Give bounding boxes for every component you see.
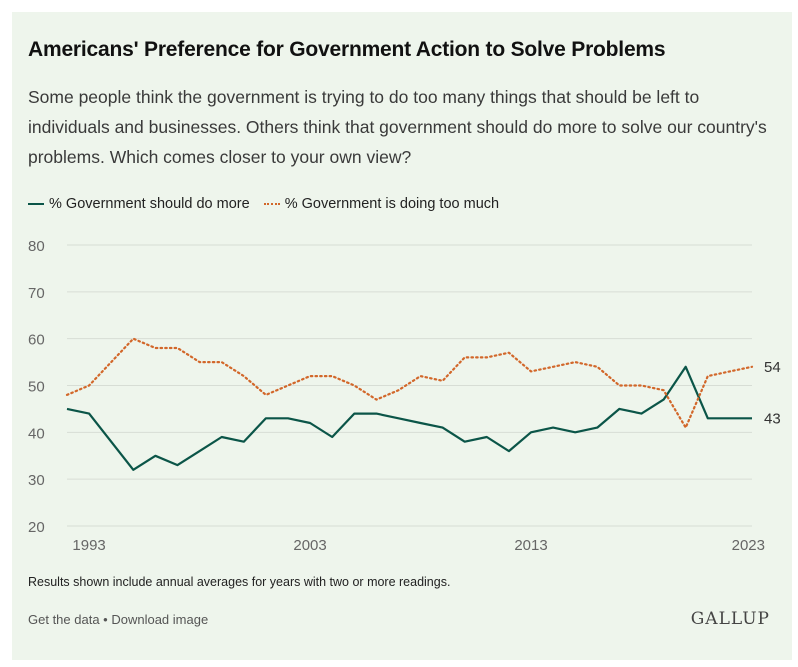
series-line-too-much [65, 337, 754, 429]
legend-label-too-much: % Government is doing too much [284, 196, 500, 212]
legend-item-more: % Government should do more [28, 196, 250, 212]
x-tick-label: 2013 [514, 537, 547, 554]
download-image-link[interactable]: Download image [111, 612, 209, 627]
y-tick-label: 20 [28, 519, 45, 536]
end-label-more: 43 [764, 410, 781, 427]
gallup-logo: GALLUP [690, 609, 770, 629]
chart-card: Americans' Preference for Government Act… [12, 12, 792, 660]
chart-title: Americans' Preference for Government Act… [28, 38, 666, 61]
x-tick-label: 2003 [293, 537, 326, 554]
legend-swatch-dotted [263, 203, 280, 205]
y-tick-label: 40 [28, 425, 45, 442]
x-tick-label: 2023 [732, 537, 765, 554]
footer-links: Get the data • Download image [28, 612, 208, 627]
legend-item-too-much: % Government is doing too much [263, 196, 500, 212]
y-tick-label: 70 [28, 285, 45, 302]
y-tick-label: 30 [28, 472, 45, 489]
y-tick-label: 80 [28, 238, 45, 255]
x-tick-label: 1993 [72, 537, 105, 554]
footnote: Results shown include annual averages fo… [28, 575, 451, 589]
chart-subtitle: Some people think the government is tryi… [28, 87, 767, 167]
series-line-more [66, 365, 752, 471]
legend-label-more: % Government should do more [49, 196, 250, 212]
end-label-too-much: 54 [764, 359, 781, 376]
line-chart: 20 30 40 50 60 70 80 1993 2003 2013 2023 43 54 [28, 238, 781, 554]
link-separator: • [99, 612, 112, 627]
y-tick-label: 60 [28, 332, 45, 349]
legend-swatch-solid [28, 203, 44, 205]
get-data-link[interactable]: Get the data [28, 612, 100, 627]
legend: % Government should do more % Government… [28, 196, 499, 212]
y-tick-label: 50 [28, 379, 45, 396]
